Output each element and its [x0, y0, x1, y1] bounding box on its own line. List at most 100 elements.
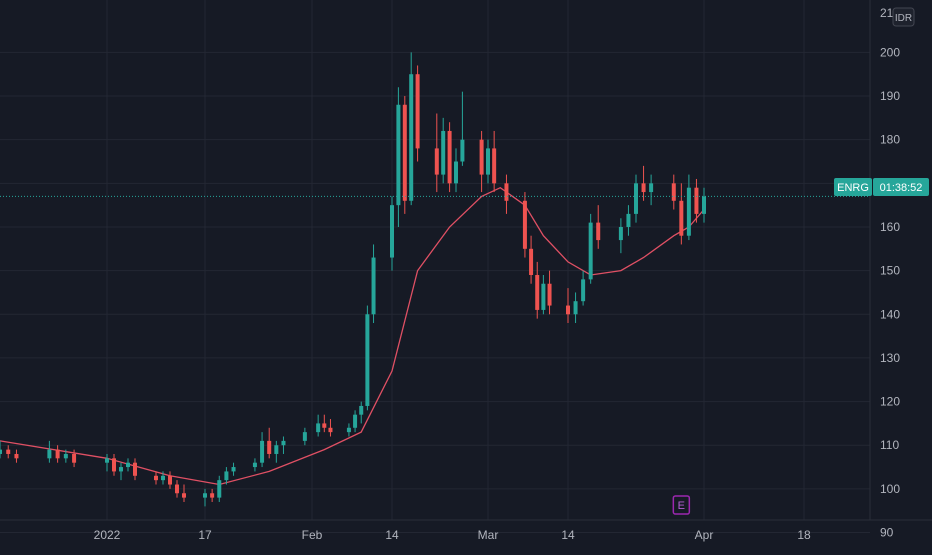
symbol-badge-bg [834, 178, 872, 196]
candle [371, 244, 376, 324]
y-tick-label: 160 [880, 220, 900, 234]
grid-lines [0, 0, 870, 534]
candle [359, 401, 364, 424]
candle [224, 467, 229, 485]
candle [649, 174, 654, 206]
x-axis[interactable]: 2022 17 Feb 14 Mar 14 Apr 18 [94, 528, 811, 542]
symbol-badge: ENRG [837, 182, 869, 194]
candle [529, 235, 534, 284]
y-tick-label: 140 [880, 307, 900, 321]
candle [618, 218, 623, 254]
y-tick-label: 200 [880, 45, 900, 59]
candle [105, 453, 109, 472]
candle [365, 305, 370, 411]
x-tick-label: 17 [198, 528, 212, 542]
candle [231, 462, 236, 476]
earnings-marker[interactable]: E [672, 495, 691, 515]
y-tick-label: 90 [880, 526, 894, 540]
y-tick-label: 120 [880, 395, 900, 409]
candle [390, 196, 394, 271]
candle [210, 488, 215, 502]
y-tick-label: 100 [880, 482, 900, 496]
candle [175, 480, 179, 498]
x-tick-label: 14 [385, 528, 399, 542]
candle [581, 270, 586, 306]
x-tick-label: Apr [695, 528, 714, 542]
y-tick-label: 190 [880, 89, 900, 103]
candle [267, 427, 272, 459]
candle [168, 471, 172, 489]
currency-badge[interactable]: IDR [892, 7, 915, 27]
countdown-timer: 01:38:52 [880, 182, 923, 194]
candle [6, 445, 11, 459]
candle [479, 130, 484, 193]
candle [694, 178, 699, 223]
candle [596, 205, 601, 249]
candle [588, 213, 593, 284]
moving-average-layer [0, 186, 705, 486]
candle [260, 432, 265, 468]
candle [281, 436, 286, 454]
candle [133, 458, 137, 481]
candle [322, 414, 327, 433]
x-tick-label: 18 [797, 528, 811, 542]
y-tick-top-partial: 21 [880, 6, 894, 20]
candle [454, 148, 458, 193]
x-tick-label: Feb [302, 528, 323, 542]
candle [702, 187, 706, 223]
candle [641, 165, 646, 201]
y-tick-label: 150 [880, 264, 900, 278]
candle [63, 449, 68, 463]
candle [522, 192, 527, 258]
candle [119, 462, 123, 481]
candle [396, 87, 401, 227]
candle [328, 419, 333, 437]
candle [434, 113, 439, 193]
last-price-badge[interactable]: ENRG 01:38:52 [834, 178, 929, 196]
candle [634, 174, 638, 223]
y-tick-label: 180 [880, 133, 900, 147]
candle [112, 453, 116, 476]
candle [353, 410, 358, 433]
candles-layer [0, 52, 706, 507]
candle [541, 275, 546, 315]
candle [47, 440, 52, 463]
moving-average-line [0, 186, 705, 486]
y-tick-label: 130 [880, 351, 900, 365]
candle [154, 471, 158, 485]
candle [217, 475, 222, 502]
candle [274, 440, 279, 463]
x-tick-label: 14 [561, 528, 575, 542]
candle [182, 484, 186, 502]
candle [504, 174, 509, 214]
candle [486, 139, 490, 184]
candle [0, 440, 2, 459]
candle [679, 183, 684, 245]
earnings-icon: E [678, 500, 685, 512]
candle [72, 449, 77, 468]
candle [14, 449, 19, 463]
candle [55, 445, 60, 463]
candle [415, 65, 420, 162]
candle [566, 288, 570, 324]
countdown-badge-bg [873, 178, 929, 196]
candle [252, 458, 257, 472]
candle [346, 423, 351, 437]
candle [161, 471, 165, 485]
y-tick-label: 110 [880, 438, 899, 452]
candle [126, 458, 130, 472]
candle [316, 414, 321, 437]
candle [547, 270, 552, 315]
candle [686, 174, 691, 241]
candle [409, 52, 414, 206]
x-tick-label: 2022 [94, 528, 121, 542]
candle [626, 205, 631, 236]
candle [441, 117, 446, 184]
candle [535, 261, 540, 319]
candle [492, 130, 497, 193]
candle [402, 96, 407, 214]
candle [573, 292, 578, 324]
x-tick-label: Mar [478, 528, 499, 542]
